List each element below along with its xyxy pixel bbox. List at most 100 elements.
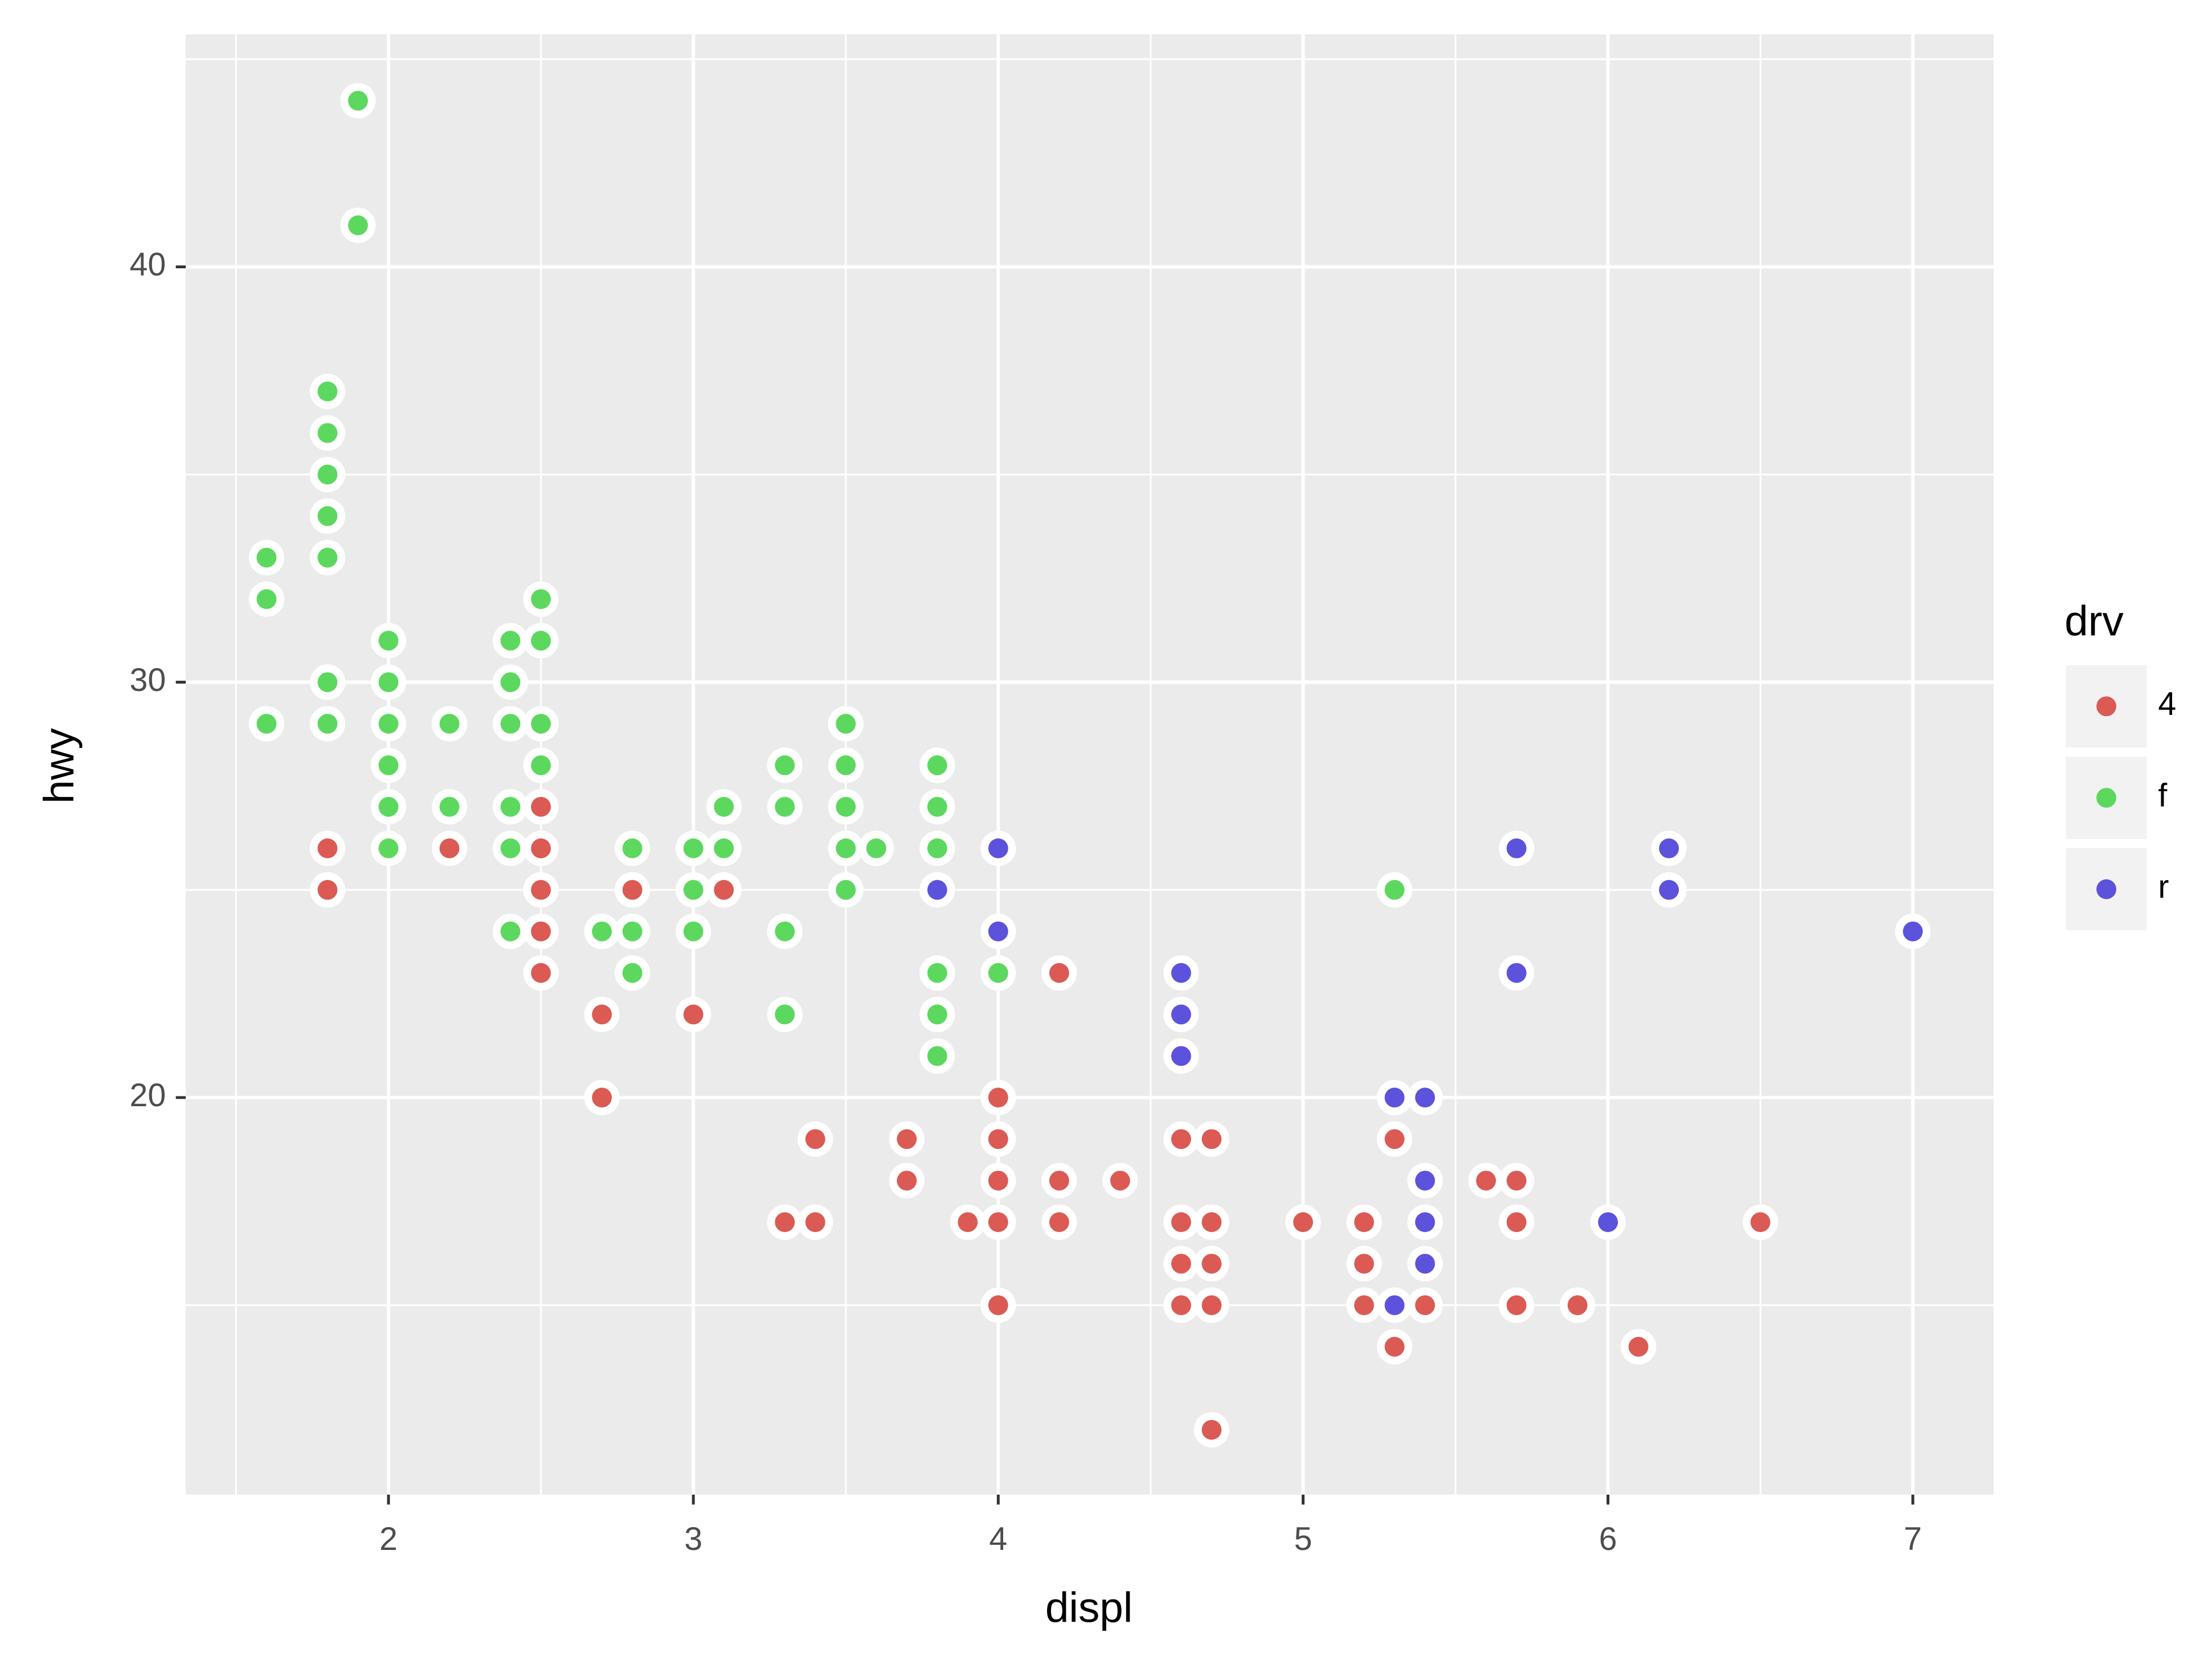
- point: [592, 1004, 612, 1025]
- x-tick-label: 6: [1599, 1521, 1617, 1557]
- point: [775, 796, 795, 817]
- point: [1049, 1212, 1069, 1232]
- point: [1201, 1419, 1222, 1440]
- point: [348, 215, 368, 235]
- point: [317, 838, 338, 858]
- point: [1476, 1171, 1497, 1191]
- point: [378, 631, 399, 651]
- point: [1171, 1295, 1191, 1315]
- point: [897, 1171, 917, 1191]
- point: [1384, 1336, 1405, 1357]
- point: [1354, 1212, 1374, 1232]
- point: [1750, 1212, 1771, 1232]
- point: [378, 796, 399, 817]
- grid: [186, 34, 1994, 1495]
- point: [531, 714, 551, 734]
- point: [317, 547, 338, 568]
- point: [805, 1212, 825, 1232]
- point: [531, 921, 551, 942]
- point: [256, 547, 277, 568]
- point: [1201, 1254, 1222, 1274]
- point: [1506, 838, 1527, 858]
- point: [683, 921, 704, 942]
- point: [1598, 1212, 1618, 1232]
- point: [988, 838, 1008, 858]
- point: [317, 879, 338, 900]
- point: [378, 838, 399, 858]
- point: [714, 838, 734, 858]
- x-tick-label: 4: [989, 1521, 1007, 1557]
- point: [927, 1004, 947, 1025]
- point: [1171, 1129, 1191, 1149]
- point: [622, 963, 643, 983]
- point: [1384, 1087, 1405, 1108]
- point: [988, 963, 1008, 983]
- point: [927, 838, 947, 858]
- point: [439, 796, 460, 817]
- point: [1201, 1129, 1222, 1149]
- point: [927, 755, 947, 775]
- point: [317, 423, 338, 443]
- point: [1415, 1212, 1435, 1232]
- point: [1201, 1295, 1222, 1315]
- point: [988, 1129, 1008, 1149]
- point: [958, 1212, 978, 1232]
- point: [1628, 1336, 1649, 1357]
- point: [1171, 1004, 1191, 1025]
- legend-dot: [2096, 879, 2116, 899]
- point: [927, 796, 947, 817]
- point: [1384, 1295, 1405, 1315]
- point: [378, 714, 399, 734]
- point: [836, 796, 856, 817]
- point: [500, 921, 521, 942]
- point: [805, 1129, 825, 1149]
- point: [256, 589, 277, 609]
- point: [866, 838, 886, 858]
- point: [1049, 963, 1069, 983]
- axes: 2 3 4 5 6 7 20 30 40: [130, 247, 1922, 1558]
- point: [775, 1004, 795, 1025]
- point: [775, 921, 795, 942]
- point: [714, 879, 734, 900]
- point: [836, 838, 856, 858]
- legend-dot: [2096, 696, 2116, 717]
- point: [1171, 963, 1191, 983]
- point: [348, 91, 368, 111]
- point: [378, 755, 399, 775]
- point: [1354, 1295, 1374, 1315]
- point: [988, 921, 1008, 942]
- point: [683, 879, 704, 900]
- point: [1171, 1254, 1191, 1274]
- point: [836, 714, 856, 734]
- point: [256, 714, 277, 734]
- point: [622, 838, 643, 858]
- point: [317, 714, 338, 734]
- point: [592, 921, 612, 942]
- point: [1049, 1171, 1069, 1191]
- point: [1506, 963, 1527, 983]
- point: [317, 464, 338, 485]
- point: [1415, 1171, 1435, 1191]
- point: [1903, 921, 1923, 942]
- point: [683, 1004, 704, 1025]
- y-tick-label: 30: [130, 662, 166, 698]
- point: [1506, 1171, 1527, 1191]
- point: [683, 838, 704, 858]
- point: [622, 921, 643, 942]
- point: [988, 1212, 1008, 1232]
- y-tick-label: 20: [130, 1077, 166, 1114]
- point: [500, 631, 521, 651]
- point: [317, 672, 338, 693]
- y-tick-label: 40: [130, 247, 166, 283]
- point: [1354, 1254, 1374, 1274]
- point: [1201, 1212, 1222, 1232]
- point: [1384, 879, 1405, 900]
- point: [1506, 1295, 1527, 1315]
- point: [927, 963, 947, 983]
- x-tick-label: 5: [1294, 1521, 1313, 1557]
- x-axis-title: displ: [1045, 1584, 1133, 1631]
- point: [988, 1295, 1008, 1315]
- point: [531, 963, 551, 983]
- point: [1415, 1087, 1435, 1108]
